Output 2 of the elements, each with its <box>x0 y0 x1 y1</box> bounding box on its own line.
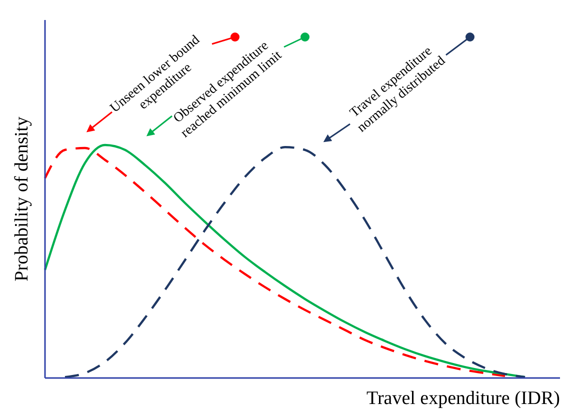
y-axis-title: Probability of density <box>12 116 33 282</box>
x-axis-title: Travel expenditure (IDR) <box>366 388 560 409</box>
